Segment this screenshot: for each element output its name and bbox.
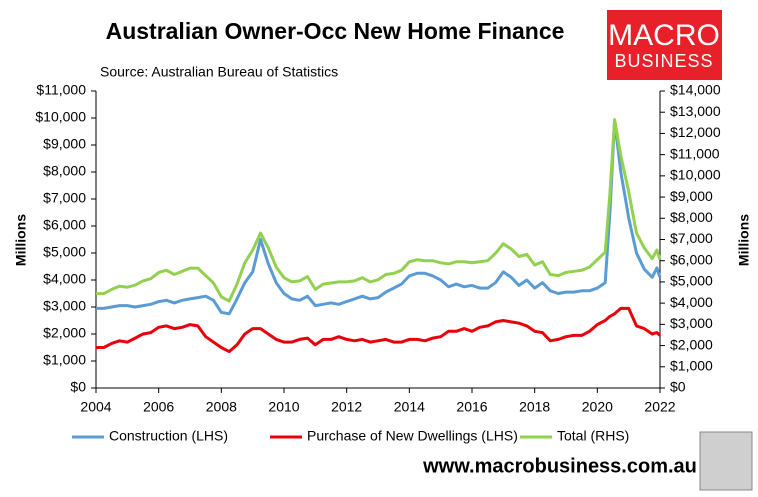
y-tick-label: $7,000 <box>43 190 86 206</box>
x-tick-label: 2010 <box>268 399 299 415</box>
series-line <box>96 306 662 354</box>
y-tick-label: $10,000 <box>35 109 86 125</box>
y2-tick-label: $10,000 <box>670 167 721 183</box>
y2-tick-label: $14,000 <box>670 82 721 98</box>
y2-tick-label: $12,000 <box>670 124 721 140</box>
y2-tick-label: $6,000 <box>670 251 713 267</box>
y2-tick-label: $5,000 <box>670 273 713 289</box>
y2-tick-label: $7,000 <box>670 230 713 246</box>
series-line <box>96 118 662 303</box>
logo-text: MACRO <box>608 19 720 52</box>
y-tick-label: $9,000 <box>43 136 86 152</box>
y2-tick-label: $9,000 <box>670 188 713 204</box>
y-tick-label: $3,000 <box>43 298 86 314</box>
y2-tick-label: $11,000 <box>670 145 720 161</box>
legend-label: Purchase of New Dwellings (LHS) <box>307 428 518 444</box>
x-tick-label: 2014 <box>394 399 425 415</box>
y2-axis-title: Millions <box>736 214 752 266</box>
y2-tick-label: $3,000 <box>670 315 713 331</box>
x-tick-label: 2018 <box>519 399 550 415</box>
y-tick-label: $0 <box>70 379 86 395</box>
y2-tick-label: $8,000 <box>670 209 713 225</box>
y2-tick-label: $4,000 <box>670 294 713 310</box>
y2-tick-label: $0 <box>670 379 686 395</box>
x-tick-label: 2012 <box>331 399 362 415</box>
x-tick-label: 2004 <box>80 399 111 415</box>
source-url: www.macrobusiness.com.au <box>422 455 697 477</box>
chart-subtitle: Source: Australian Bureau of Statistics <box>100 64 338 80</box>
x-tick-label: 2022 <box>644 399 675 415</box>
y-tick-label: $1,000 <box>43 352 86 368</box>
y2-tick-label: $13,000 <box>670 103 721 119</box>
logo-text: BUSINESS <box>614 51 713 71</box>
legend-label: Construction (LHS) <box>109 428 228 444</box>
y-tick-label: $6,000 <box>43 217 86 233</box>
y-tick-label: $4,000 <box>43 271 86 287</box>
y-axis-title: Millions <box>13 214 29 266</box>
x-tick-label: 2020 <box>582 399 613 415</box>
logo-image <box>699 431 753 491</box>
x-tick-label: 2006 <box>143 399 174 415</box>
y-tick-label: $2,000 <box>43 325 86 341</box>
x-tick-label: 2016 <box>456 399 487 415</box>
logo-box <box>607 10 722 80</box>
y-tick-label: $8,000 <box>43 163 86 179</box>
y2-tick-label: $2,000 <box>670 336 713 352</box>
y2-tick-label: $1,000 <box>670 357 713 373</box>
y-tick-label: $11,000 <box>36 82 86 98</box>
chart-title: Australian Owner-Occ New Home Finance <box>106 18 565 44</box>
legend-label: Total (RHS) <box>557 428 629 444</box>
y-tick-label: $5,000 <box>43 244 86 260</box>
series-line <box>96 119 662 316</box>
x-tick-label: 2008 <box>206 399 237 415</box>
